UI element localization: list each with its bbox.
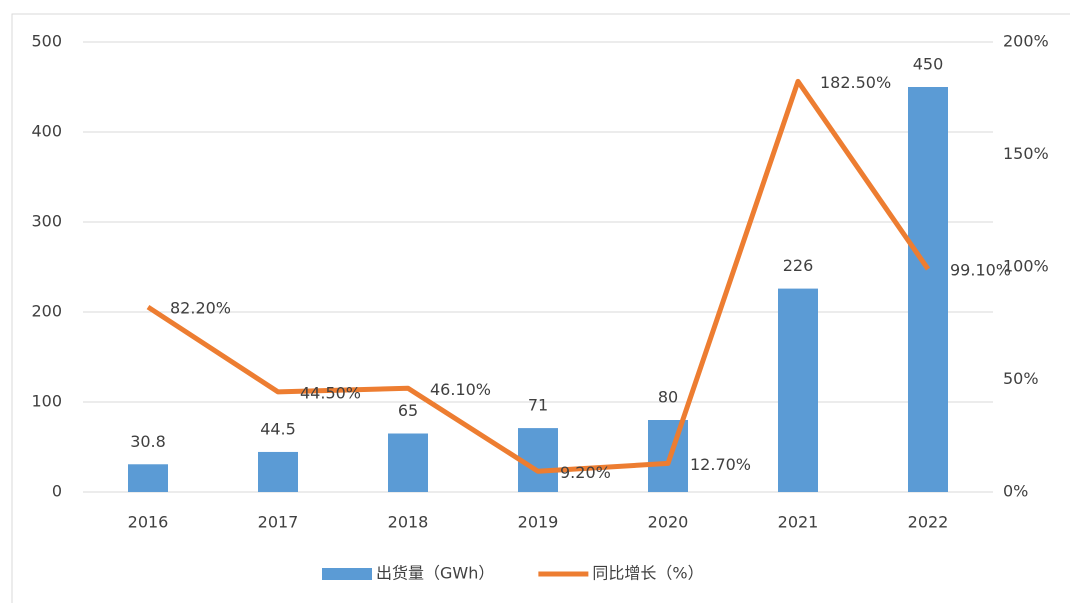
bar-value-label: 226: [783, 256, 814, 275]
x-tick-label: 2019: [518, 513, 559, 532]
y-tick-label: 200: [31, 302, 62, 321]
line-value-label: 99.10%: [950, 261, 1011, 280]
y-tick-label: 0: [52, 482, 62, 501]
chart-border: [11, 13, 1070, 603]
y-tick-label: 300: [31, 212, 62, 231]
y-tick-label: 500: [31, 32, 62, 51]
bar: [388, 433, 428, 492]
line-value-label: 46.10%: [430, 380, 491, 399]
y2-tick-label: 50%: [1003, 369, 1039, 388]
y2-tick-label: 0%: [1003, 482, 1028, 501]
bar-value-label: 65: [398, 401, 418, 420]
x-tick-label: 2016: [128, 513, 169, 532]
bar: [128, 464, 168, 492]
y2-tick-label: 100%: [1003, 257, 1049, 276]
bar-value-label: 80: [658, 388, 678, 407]
line: [146, 78, 931, 474]
bar-value-label: 44.5: [260, 419, 296, 438]
bar-value-label: 71: [528, 396, 548, 415]
bar-value-label: 450: [913, 55, 944, 74]
y-tick-label: 400: [31, 122, 62, 141]
x-tick-label: 2020: [648, 513, 689, 532]
x-tick-label: 2021: [778, 513, 819, 532]
line-value-label: 82.20%: [170, 299, 231, 318]
y2-tick-label: 200%: [1003, 32, 1049, 51]
bar-value-label: 30.8: [130, 432, 166, 451]
line-value-label: 9.20%: [560, 463, 611, 482]
bar: [258, 451, 298, 492]
line-value-label: 182.50%: [820, 73, 891, 92]
bar: [778, 288, 818, 492]
legend-label: 出货量（GWh）: [376, 564, 494, 583]
x-tick-label: 2018: [388, 513, 429, 532]
x-tick-label: 2022: [908, 513, 949, 532]
line-value-label: 44.50%: [300, 383, 361, 402]
bar: [908, 87, 948, 492]
legend-swatch: [322, 568, 372, 580]
x-tick-label: 2017: [258, 513, 299, 532]
y2-tick-label: 150%: [1003, 144, 1049, 163]
line-value-label: 12.70%: [690, 455, 751, 474]
y-tick-label: 100: [31, 392, 62, 411]
legend-label: 同比增长（%）: [592, 564, 703, 583]
